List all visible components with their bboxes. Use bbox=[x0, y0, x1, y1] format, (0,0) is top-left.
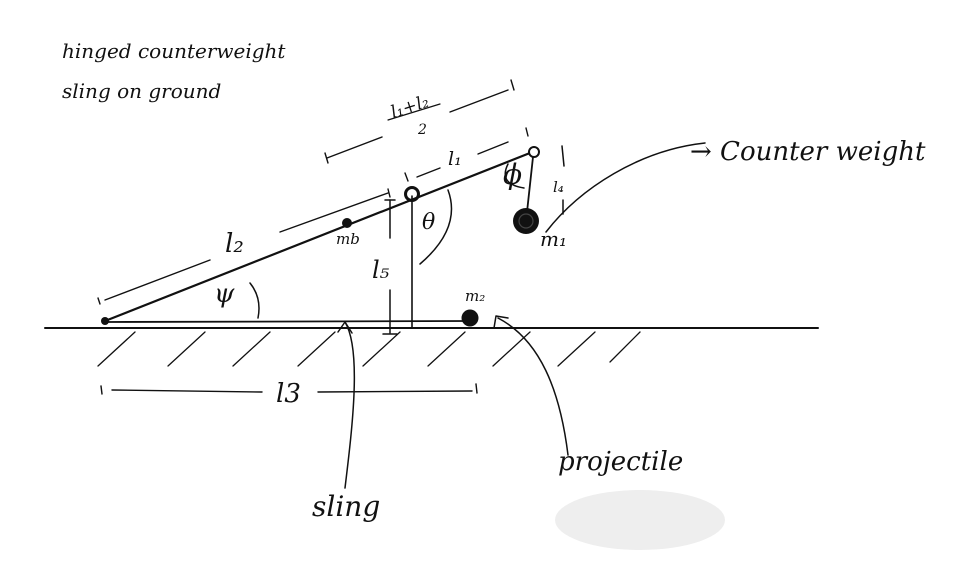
label-counterweight: → Counter weight bbox=[690, 137, 926, 167]
label-sling: sling bbox=[312, 490, 380, 523]
projectile-pointer bbox=[497, 317, 569, 456]
fraction-bar bbox=[387, 103, 441, 121]
sling-pointer bbox=[344, 321, 356, 489]
main-pivot bbox=[404, 186, 420, 202]
dimension-l3 bbox=[100, 383, 478, 395]
dimension-l1 bbox=[404, 127, 529, 182]
label-psi: ψ bbox=[214, 279, 235, 309]
label-l1: l₁ bbox=[448, 148, 462, 170]
label-phi: ϕ bbox=[503, 158, 522, 191]
counterweight-hinge bbox=[528, 146, 540, 158]
sling-arrowhead bbox=[337, 321, 353, 334]
counterweight-pointer bbox=[545, 142, 706, 233]
label-l5: l₅ bbox=[372, 256, 390, 284]
note-line-1: hinged counterweight bbox=[62, 39, 286, 63]
beam-mass-mb bbox=[342, 218, 352, 228]
label-m2: m₂ bbox=[465, 287, 485, 305]
label-m1: m₁ bbox=[540, 227, 567, 251]
label-l1-plus-l2: l₁+l₂ bbox=[388, 92, 431, 123]
angle-theta-arc bbox=[419, 189, 453, 265]
label-l2: l₂ bbox=[225, 229, 244, 259]
angle-phi-arc bbox=[504, 163, 525, 189]
counterweight-rod bbox=[526, 156, 534, 213]
note-line-2: sling on ground bbox=[62, 79, 221, 103]
angle-psi-arc bbox=[249, 282, 260, 319]
dimension-l2 bbox=[97, 188, 391, 305]
sling-rope bbox=[104, 320, 471, 323]
base-hinge bbox=[101, 317, 109, 325]
label-mb: mb bbox=[336, 230, 360, 248]
label-theta: θ bbox=[422, 210, 435, 235]
ground-hatching bbox=[97, 331, 641, 367]
projectile-mass-m2 bbox=[461, 309, 479, 327]
label-l4: l₄ bbox=[553, 178, 564, 196]
label-projectile: projectile bbox=[558, 447, 683, 477]
dimension-l1-plus-l2 bbox=[324, 79, 515, 164]
counterweight-mass-m1 bbox=[513, 208, 539, 234]
throwing-arm bbox=[103, 149, 537, 323]
dimension-l5 bbox=[382, 199, 398, 335]
label-over-two: 2 bbox=[417, 122, 427, 138]
paper-smudge bbox=[555, 490, 725, 550]
label-l3: l3 bbox=[276, 379, 301, 409]
projectile-arrowhead bbox=[493, 315, 509, 329]
